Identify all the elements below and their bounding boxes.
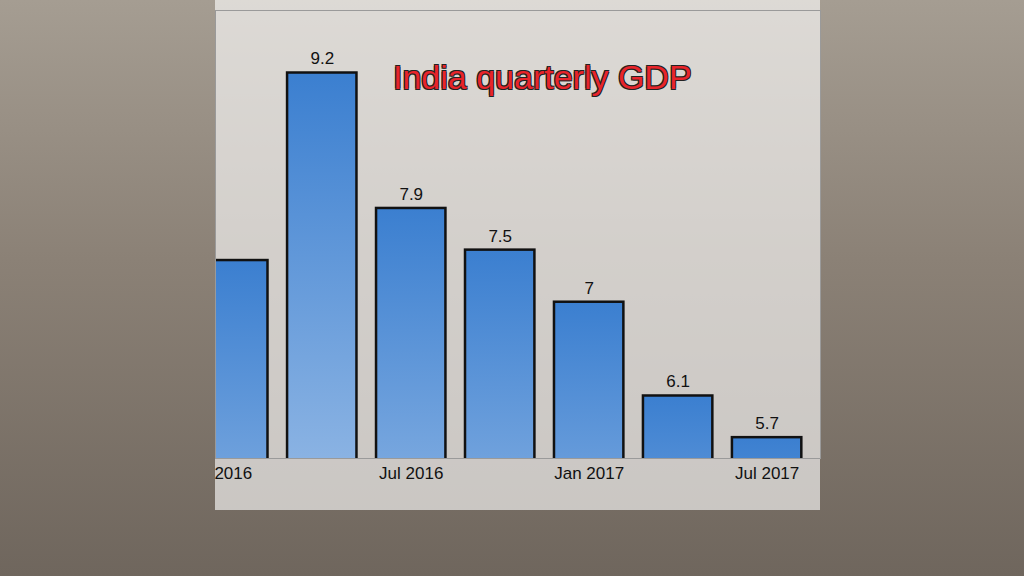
svg-text:Jul 2016: Jul 2016 [379, 464, 443, 483]
svg-text:7: 7 [584, 279, 593, 298]
svg-text:Jan 2017: Jan 2017 [554, 464, 624, 483]
svg-text:2016: 2016 [214, 464, 252, 483]
svg-text:6.1: 6.1 [666, 372, 690, 391]
svg-text:Jul 2017: Jul 2017 [735, 464, 799, 483]
html-text:India quarterly GDP: India quarterly GDP [393, 58, 692, 96]
svg-text:7.9: 7.9 [399, 185, 423, 204]
svg-text:5.7: 5.7 [755, 414, 779, 433]
svg-text:7.5: 7.5 [488, 227, 512, 246]
svg-text:9.2: 9.2 [310, 49, 334, 68]
